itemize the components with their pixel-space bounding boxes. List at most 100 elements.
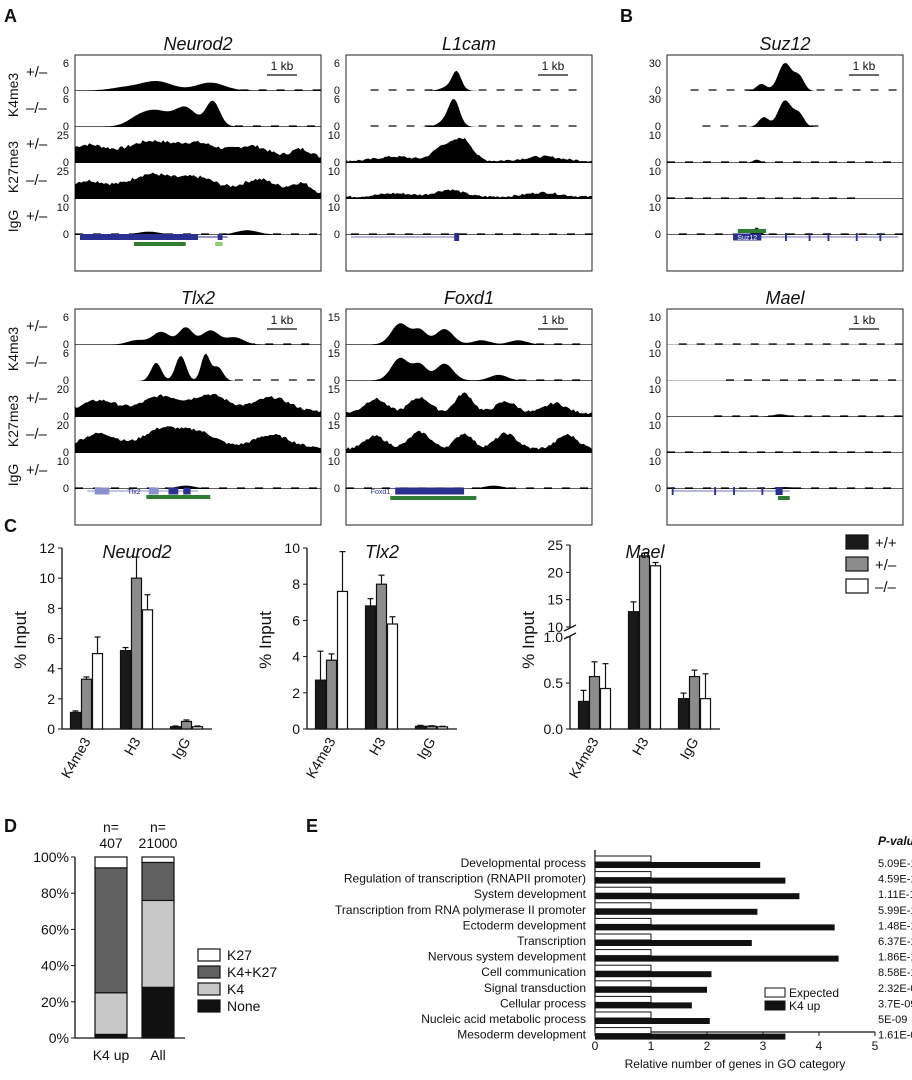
antibody-label: IgG xyxy=(5,464,21,487)
genotype-label: +/– xyxy=(26,136,48,153)
track-max-label: 15 xyxy=(328,420,340,432)
stacked-bar-segment xyxy=(141,899,175,988)
stacked-bar-segment xyxy=(94,867,128,994)
bar-expected xyxy=(594,871,652,879)
track-zero-label: 0 xyxy=(63,229,69,241)
bar xyxy=(119,649,132,730)
track-signal xyxy=(346,430,592,453)
x-tick-label: H3 xyxy=(629,734,652,758)
y-tick-label: 20% xyxy=(41,994,69,1010)
y-axis-label: % Input xyxy=(519,611,538,669)
cpg-island xyxy=(737,229,767,233)
bar-k4-up xyxy=(595,940,752,946)
track-signal xyxy=(346,485,592,489)
legend-label: K4 xyxy=(227,981,244,997)
gene-exon xyxy=(217,234,223,240)
antibody-label: K27me3 xyxy=(5,395,21,447)
track-zero-label: 0 xyxy=(334,483,340,495)
cpg-island xyxy=(134,242,186,246)
legend-swatch xyxy=(845,534,869,550)
genotype-label: –/– xyxy=(26,426,48,443)
category-label: Cell communication xyxy=(481,965,586,979)
panel-label-c: C xyxy=(4,516,17,536)
track-signal xyxy=(75,139,321,163)
x-tick-label: K4 up xyxy=(93,1047,130,1063)
gene-exon xyxy=(775,487,783,495)
gene-exon xyxy=(808,233,811,241)
y-tick-label: 0 xyxy=(292,721,300,737)
track-panel-suz12 xyxy=(666,54,904,272)
track-max-label: 25 xyxy=(57,166,69,178)
track-zero-label: 0 xyxy=(655,85,661,97)
track-max-label: 10 xyxy=(328,166,340,178)
bar-expected xyxy=(594,917,652,925)
track-signal xyxy=(667,159,903,163)
bar xyxy=(599,687,612,730)
bar-expected xyxy=(594,855,652,863)
x-tick-label: 2 xyxy=(704,1039,711,1053)
track-zero-label: 0 xyxy=(655,447,661,459)
antibody-label: K4me3 xyxy=(5,73,21,118)
pvalue: 1.48E-14 xyxy=(878,920,912,932)
y-tick-label: 1.0 xyxy=(544,629,564,645)
x-tick-label: 0 xyxy=(592,1039,599,1053)
track-panel-foxd1 xyxy=(345,308,593,526)
bar-k4-up xyxy=(595,924,835,931)
gene-label: Foxd1 xyxy=(371,489,391,496)
y-tick-label: 8 xyxy=(47,600,55,616)
gene-exon xyxy=(168,487,179,495)
track-max-label: 10 xyxy=(649,130,661,142)
gene-exon xyxy=(714,487,717,495)
pvalue: 1.86E-13 xyxy=(878,952,912,964)
track-max-label: 10 xyxy=(328,456,340,468)
gene-exon xyxy=(136,234,198,240)
bar xyxy=(699,698,712,730)
gene-exon xyxy=(879,233,882,241)
y-tick-label: 0% xyxy=(49,1030,69,1046)
x-tick-label: K4me3 xyxy=(303,734,339,781)
track-max-label: 15 xyxy=(328,384,340,396)
legend-swatch xyxy=(197,982,221,996)
track-max-label: 6 xyxy=(334,58,340,70)
pvalue: 5.09E-17 xyxy=(878,858,912,870)
bar xyxy=(80,678,93,730)
legend-label: +/+ xyxy=(875,535,897,552)
y-tick-label: 10 xyxy=(547,619,563,635)
gene-exon xyxy=(761,487,764,495)
y-tick-label: 100% xyxy=(33,849,69,865)
track-max-label: 10 xyxy=(649,202,661,214)
track-zero-label: 0 xyxy=(334,157,340,169)
y-tick-label: 0 xyxy=(47,721,55,737)
bar xyxy=(191,726,204,730)
genotype-label: +/– xyxy=(26,318,48,335)
gene-exon xyxy=(148,487,159,495)
track-zero-label: 0 xyxy=(655,411,661,423)
gene-exon xyxy=(94,487,110,495)
pvalue: 5.99E-15 xyxy=(878,905,912,917)
track-zero-label: 0 xyxy=(334,447,340,459)
track-signal xyxy=(346,70,592,91)
y-tick-label: 0.0 xyxy=(544,721,564,737)
track-signal xyxy=(667,63,903,91)
category-label: Cellular process xyxy=(500,996,586,1010)
bar-k4-up xyxy=(595,893,800,900)
axis-break-mark xyxy=(563,624,577,632)
scale-bar-label: 1 kb xyxy=(853,313,876,327)
track-zero-label: 0 xyxy=(334,375,340,387)
x-tick-label: H3 xyxy=(121,734,144,758)
y-axis-label: % Input xyxy=(256,611,275,669)
panel-label-d: D xyxy=(4,816,17,836)
pvalue: 1.11E-15 xyxy=(878,889,912,901)
track-title-foxd1: Foxd1 xyxy=(444,288,494,308)
track-panel-tlx2 xyxy=(74,308,322,526)
gene-label: Tlx2 xyxy=(127,489,140,496)
chart-tlx2 xyxy=(303,547,457,730)
y-tick-label: 40% xyxy=(41,958,69,974)
y-tick-label: 10 xyxy=(284,540,300,556)
track-zero-label: 0 xyxy=(334,339,340,351)
bar-expected xyxy=(594,964,652,972)
bar-k4-up xyxy=(595,862,761,868)
bar xyxy=(627,611,640,730)
genotype-label: +/– xyxy=(26,208,48,225)
